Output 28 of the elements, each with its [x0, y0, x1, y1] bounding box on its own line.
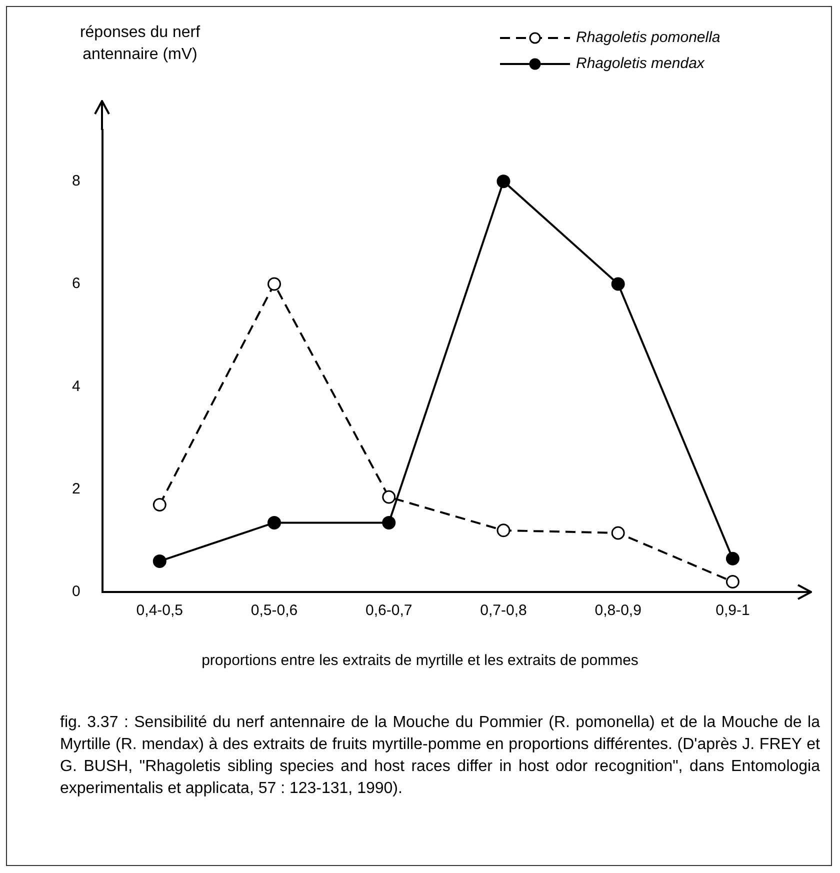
- point: [268, 277, 282, 291]
- point: [496, 174, 510, 188]
- x-tick-label: 0,8-0,9: [594, 602, 642, 620]
- point: [726, 552, 740, 566]
- point: [268, 516, 282, 530]
- y-axis-title: réponses du nerf antennaire (mV): [78, 23, 202, 65]
- point: [611, 277, 625, 291]
- x-axis-title: proportions entre les extraits de myrtille et les extraits de pommes: [200, 652, 640, 669]
- y-tick-label: 4: [72, 378, 80, 395]
- point: [152, 498, 166, 512]
- point: [382, 516, 396, 530]
- legend-label: Rhagoletis pomonella: [576, 29, 720, 46]
- legend-label: Rhagoletis mendax: [576, 55, 705, 72]
- point: [496, 524, 510, 538]
- point: [152, 554, 166, 568]
- x-tick-label: 0,5-0,6: [250, 602, 298, 620]
- point: [382, 490, 396, 504]
- y-tick-label: 6: [72, 275, 80, 292]
- caption: fig. 3.37 : Sensibilité du nerf antennaire de la Mouche du Pommier (R. pomonella) et de la Mouche de la Myrtille (R. mendax) à des extraits de fruits myrtille-pomme en proportions différentes. (D'après J. FREY et G. BUSH, "Rhagoletis sibling species and host races differ in host odor recognition", dans Entomologia experimentalis et applicata, 57 : 123-131, 1990).: [60, 713, 820, 799]
- x-tick-label: 0,4-0,5: [136, 602, 183, 620]
- x-tick-label: 0,6-0,7: [366, 602, 412, 620]
- y-tick-label: 2: [72, 480, 80, 498]
- x-tick-label: 0,7-0,8: [480, 602, 527, 620]
- x-tick-label: 0,9-1: [716, 602, 750, 620]
- point: [726, 574, 740, 588]
- y-tick-label: 0: [72, 583, 80, 600]
- y-tick-label: 8: [72, 172, 80, 190]
- point: [611, 526, 625, 540]
